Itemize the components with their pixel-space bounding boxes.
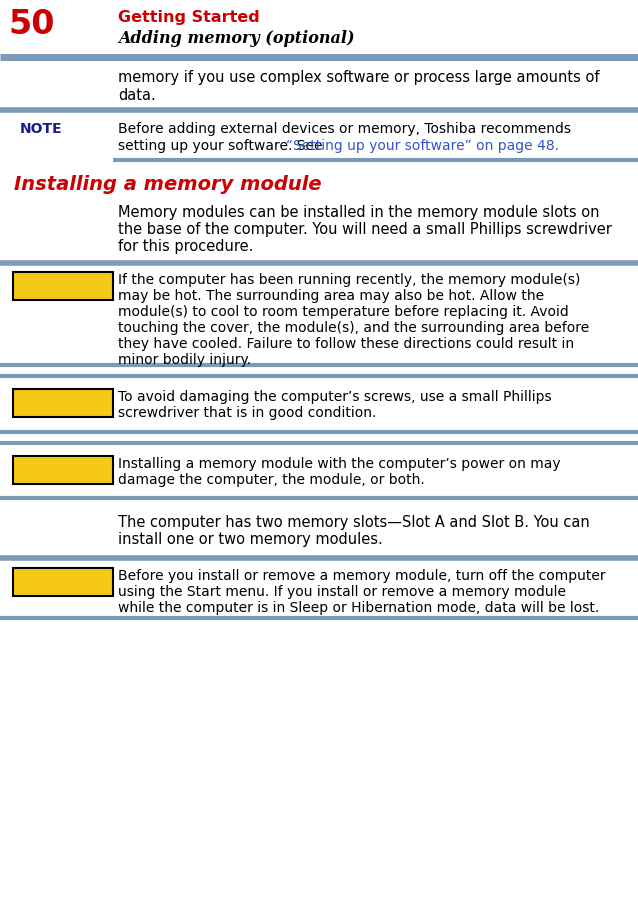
FancyBboxPatch shape (13, 568, 113, 596)
Text: If the computer has been running recently, the memory module(s): If the computer has been running recentl… (118, 273, 581, 287)
Text: minor bodily injury.: minor bodily injury. (118, 353, 251, 367)
Text: Before adding external devices or memory, Toshiba recommends: Before adding external devices or memory… (118, 122, 571, 136)
Text: setting up your software. See: setting up your software. See (118, 139, 327, 153)
Text: install one or two memory modules.: install one or two memory modules. (118, 532, 383, 547)
Text: module(s) to cool to room temperature before replacing it. Avoid: module(s) to cool to room temperature be… (118, 305, 568, 319)
Text: Before you install or remove a memory module, turn off the computer: Before you install or remove a memory mo… (118, 569, 605, 583)
Text: CAUTION: CAUTION (32, 463, 94, 476)
Text: data.: data. (118, 88, 156, 103)
Text: damage the computer, the module, or both.: damage the computer, the module, or both… (118, 473, 425, 487)
Text: CAUTION: CAUTION (32, 575, 94, 588)
Text: for this procedure.: for this procedure. (118, 239, 253, 254)
Text: Memory modules can be installed in the memory module slots on: Memory modules can be installed in the m… (118, 205, 600, 220)
Text: Installing a memory module: Installing a memory module (14, 175, 322, 194)
Text: Getting Started: Getting Started (118, 10, 260, 25)
Text: CAUTION: CAUTION (32, 396, 94, 410)
FancyBboxPatch shape (13, 272, 113, 300)
Text: may be hot. The surrounding area may also be hot. Allow the: may be hot. The surrounding area may als… (118, 289, 544, 303)
Text: NOTE: NOTE (20, 122, 63, 136)
Text: The computer has two memory slots—Slot A and Slot B. You can: The computer has two memory slots—Slot A… (118, 515, 590, 530)
Text: ⚠ CAUTION: ⚠ CAUTION (24, 279, 102, 292)
Text: touching the cover, the module(s), and the surrounding area before: touching the cover, the module(s), and t… (118, 321, 590, 335)
Text: memory if you use complex software or process large amounts of: memory if you use complex software or pr… (118, 70, 600, 85)
FancyBboxPatch shape (13, 389, 113, 417)
Text: using the Start menu. If you install or remove a memory module: using the Start menu. If you install or … (118, 585, 566, 599)
Text: while the computer is in Sleep or Hibernation mode, data will be lost.: while the computer is in Sleep or Hibern… (118, 601, 599, 615)
Text: the base of the computer. You will need a small Phillips screwdriver: the base of the computer. You will need … (118, 222, 612, 237)
Text: they have cooled. Failure to follow these directions could result in: they have cooled. Failure to follow thes… (118, 337, 574, 351)
Text: “Setting up your software” on page 48.: “Setting up your software” on page 48. (286, 139, 559, 153)
FancyBboxPatch shape (13, 456, 113, 484)
Text: screwdriver that is in good condition.: screwdriver that is in good condition. (118, 406, 376, 420)
Text: Adding memory (optional): Adding memory (optional) (118, 30, 355, 47)
Text: To avoid damaging the computer’s screws, use a small Phillips: To avoid damaging the computer’s screws,… (118, 390, 552, 404)
Text: 50: 50 (8, 8, 54, 41)
Text: Installing a memory module with the computer’s power on may: Installing a memory module with the comp… (118, 457, 561, 471)
